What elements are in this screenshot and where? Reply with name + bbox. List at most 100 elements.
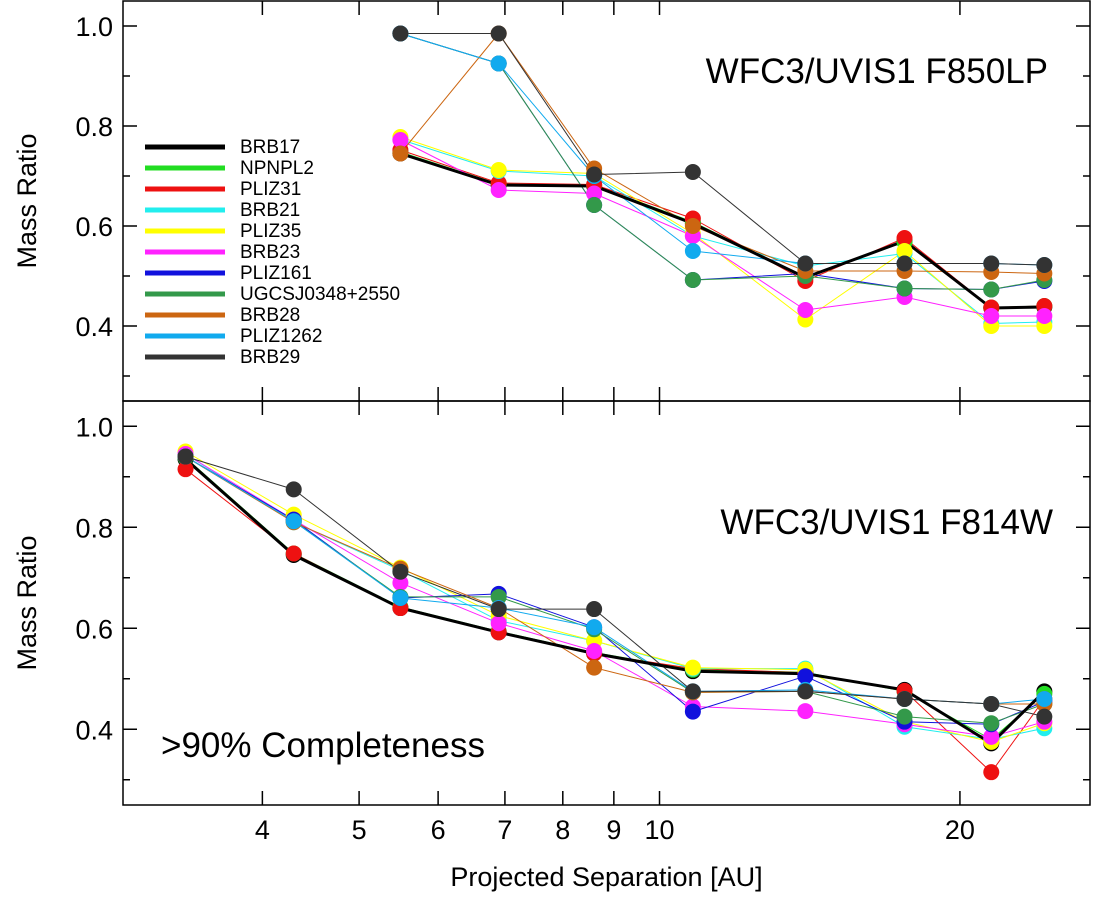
data-point-brb29 (896, 690, 913, 707)
data-point-brb23 (586, 185, 603, 202)
legend-label: NPNPL2 (240, 158, 314, 179)
panel-title-top: WFC3/UVIS1 F850LP (706, 52, 1048, 91)
y-tick-label: 0.6 (75, 614, 113, 644)
data-point-brb29 (586, 601, 603, 618)
series-line-brb17 (399, 152, 1045, 310)
legend-label: BRB28 (240, 305, 300, 326)
series-line-brb29 (400, 33, 1045, 266)
series-group-top (392, 25, 1053, 334)
data-point-brb29 (586, 166, 603, 183)
series-line-brb23 (400, 139, 1045, 317)
completeness-annotation: >90% Completeness (161, 726, 485, 765)
data-point-brb29 (392, 563, 409, 580)
y-tick-label: 0.6 (75, 212, 113, 242)
data-point-pliz161 (797, 668, 814, 685)
data-point-pliz1262 (684, 243, 701, 259)
data-point-brb29 (896, 255, 913, 272)
data-point-brb29 (490, 601, 507, 618)
data-point-brb29 (392, 25, 409, 42)
data-point-brb23 (490, 615, 507, 632)
data-point-ugcsj0348-2550 (983, 281, 1000, 298)
data-point-brb23 (490, 182, 507, 198)
data-point-pliz1262 (586, 619, 603, 636)
y-axis-label-top: Mass Ratio (12, 133, 42, 268)
data-point-brb23 (392, 132, 409, 148)
data-point-brb29 (684, 164, 701, 180)
x-tick-label: 8 (555, 815, 570, 845)
data-point-ugcsj0348-2550 (896, 280, 913, 297)
data-point-brb29 (983, 255, 1000, 272)
series-line-brb23 (185, 453, 1045, 738)
data-point-brb29 (1036, 257, 1053, 273)
x-tick-label: 9 (606, 815, 621, 845)
data-point-brb23 (983, 728, 1000, 745)
legend-label: PLIZ31 (240, 179, 301, 200)
data-point-ugcsj0348-2550 (586, 197, 603, 213)
series-line-brb28 (185, 456, 1045, 705)
legend-label: BRB21 (240, 200, 300, 221)
series-line-brb28 (400, 33, 1045, 274)
data-point-brb23 (983, 308, 1000, 324)
series-line-pliz35 (185, 451, 1045, 743)
y-tick-label: 0.4 (75, 312, 113, 342)
data-point-brb28 (586, 659, 603, 676)
data-point-pliz35 (684, 659, 701, 676)
legend-label: BRB23 (240, 242, 300, 263)
data-point-pliz35 (896, 243, 913, 259)
data-point-ugcsj0348-2550 (490, 588, 507, 605)
series-line-pliz1262 (185, 456, 1045, 705)
y-axis-label-bottom: Mass Ratio (12, 535, 42, 670)
data-point-pliz1262 (1036, 690, 1053, 707)
series-line-brb17 (184, 457, 1046, 745)
legend-label: PLIZ1262 (240, 326, 322, 347)
data-point-brb29 (1036, 708, 1053, 725)
legend-label: UGCSJ0348+2550 (240, 284, 400, 305)
legend: BRB17NPNPL2PLIZ31BRB21PLIZ35BRB23PLIZ161… (145, 137, 400, 368)
data-point-pliz1262 (285, 513, 302, 530)
y-tick-label: 1.0 (75, 412, 113, 442)
data-point-pliz31 (177, 461, 194, 478)
legend-label: BRB29 (240, 347, 300, 368)
data-point-pliz161 (684, 703, 701, 720)
data-point-ugcsj0348-2550 (983, 715, 1000, 732)
data-point-brb29 (285, 481, 302, 498)
data-point-brb23 (797, 302, 814, 318)
data-point-pliz1262 (392, 589, 409, 606)
y-tick-label: 0.8 (75, 513, 113, 543)
data-point-pliz1262 (490, 55, 507, 72)
x-tick-label: 7 (497, 815, 512, 845)
data-point-brb28 (684, 218, 701, 234)
series-group-bottom (177, 443, 1053, 781)
axis-ticks-top: 0.4 0.6 0.8 1.0 (75, 1, 1090, 401)
series-line-pliz161 (185, 456, 1045, 725)
y-tick-label: 0.4 (75, 715, 113, 745)
data-point-brb29 (983, 696, 1000, 712)
x-tick-label: 6 (431, 815, 446, 845)
data-point-pliz31 (983, 764, 1000, 781)
legend-label: BRB17 (240, 137, 300, 158)
data-point-brb23 (586, 642, 603, 659)
data-point-brb29 (177, 448, 194, 465)
x-tick-label: 4 (255, 815, 270, 845)
data-point-ugcsj0348-2550 (684, 272, 701, 288)
series-line-ugcsj0348-2550 (400, 33, 1045, 290)
data-point-brb28 (392, 145, 409, 162)
series-line-ugcsj0348-2550 (185, 456, 1045, 724)
data-point-pliz35 (490, 162, 507, 178)
axis-ticks-bottom: 0.4 0.6 0.8 1.0 (75, 401, 1090, 805)
panel-f814w: 0.4 0.6 0.8 1.0 Mass Ratio WFC3/UVIS1 F814W… (12, 400, 1091, 806)
data-point-brb23 (392, 574, 409, 591)
x-tick-label: 5 (352, 815, 367, 845)
y-tick-label: 1.0 (75, 12, 113, 42)
data-point-ugcsj0348-2550 (896, 708, 913, 725)
data-point-brb29 (684, 683, 701, 700)
data-point-brb23 (1036, 308, 1053, 324)
x-axis-label: Projected Separation [AU] (450, 862, 762, 892)
x-tick-label: 20 (945, 815, 975, 845)
plot-frame-bottom (122, 400, 1091, 806)
data-point-pliz31 (285, 545, 302, 562)
x-tick-label: 10 (644, 815, 674, 845)
data-point-brb29 (797, 683, 814, 700)
panel-f850lp: 0.4 0.6 0.8 1.0 Mass Ratio WFC3/UVIS1 F850L… (12, 0, 1091, 402)
